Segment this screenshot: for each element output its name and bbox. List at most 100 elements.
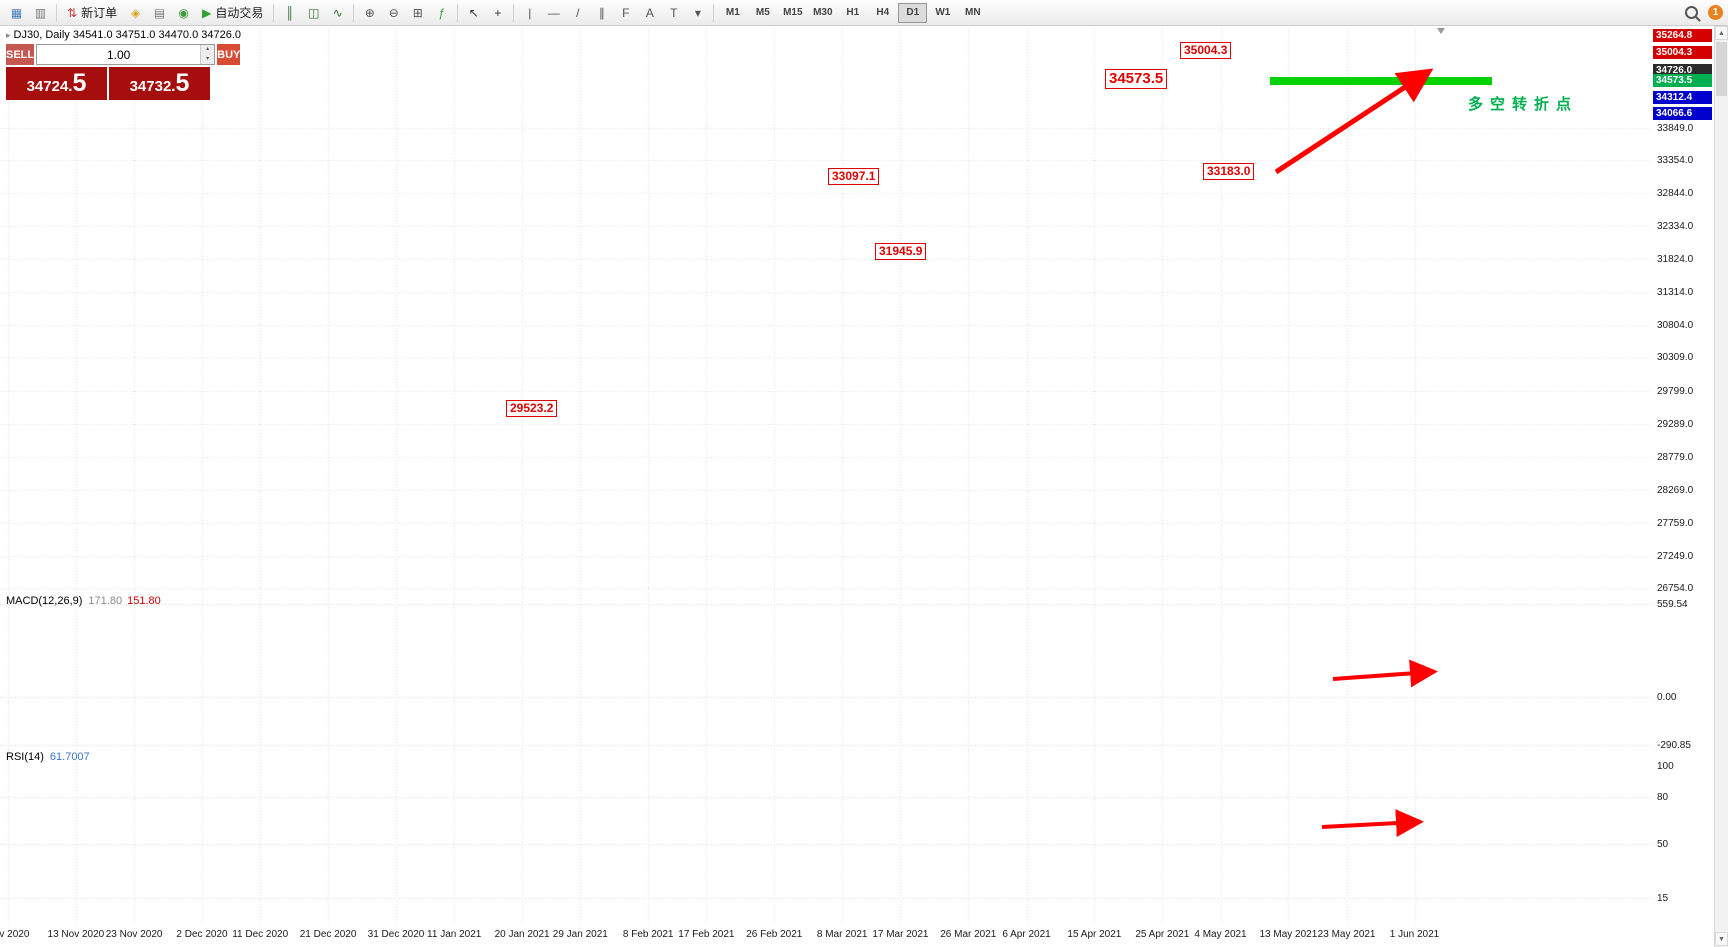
price-label-34573[interactable]: 34573.5 [1105,69,1168,89]
timeframe-H4[interactable]: H4 [876,7,890,18]
new-order-button[interactable]: ⇅ 新订单 [61,3,123,23]
panel-splitter-macd[interactable] [0,590,1713,594]
scrollbar-thumb[interactable] [1716,42,1727,96]
date-axis-label: 4 May 2021 [1194,929,1247,940]
autotrade-button-label: 自动交易 [215,6,264,20]
vertical-scrollbar[interactable]: ▲ ▼ [1714,26,1728,947]
date-axis-label: 29 Jan 2021 [552,929,608,940]
price-axis-label: 26754.0 [1657,583,1694,594]
buy-price-button[interactable]: 34732. 5 [109,67,210,100]
collapse-arrow-icon[interactable]: ▸ [6,30,11,40]
equidistant-channel-icon[interactable]: ∥ [598,5,605,20]
date-axis-label: 8 Mar 2021 [816,929,868,940]
rsi-axis-label: 50 [1657,838,1669,850]
volume-up-icon[interactable]: ▴ [201,45,215,55]
label-icon[interactable]: T [670,5,678,20]
profiles-icon[interactable]: ▥ [34,5,47,20]
trendline-icon[interactable]: / [576,5,580,20]
new-chart-icon[interactable]: ▦ [10,5,23,20]
shapes-dropdown-icon[interactable]: ▾ [694,5,701,20]
text-icon[interactable]: A [645,5,654,20]
candlestick-chart-icon[interactable]: ◫ [308,5,320,20]
macd-signal-value: 151.80 [127,595,161,607]
price-tag-35264.8: 35264.8 [1653,29,1712,42]
toolbar-separator [56,3,57,22]
search-icon [1685,6,1698,19]
price-axis-label: 29289.0 [1657,418,1694,430]
vertical-line-icon[interactable]: | [528,5,532,20]
date-axis-label: 11 Dec 2020 [232,929,289,940]
timeframe-H1[interactable]: H1 [846,7,860,18]
toolbar-separator [713,3,715,22]
volume-stepper[interactable]: ▴ ▾ [36,44,216,65]
timeframe-M30[interactable]: M30 [813,7,833,18]
price-axis-label: 28269.0 [1657,484,1694,496]
autotrade-button[interactable]: ▶ 自动交易 [196,3,269,23]
volume-spinner[interactable]: ▴ ▾ [200,45,215,64]
timeframe-M15[interactable]: M15 [783,7,803,18]
cursor-icon[interactable]: ↖ [468,5,479,20]
price-tag-34573.5: 34573.5 [1653,73,1712,87]
search-button[interactable] [1680,2,1703,24]
volume-input[interactable] [37,45,201,64]
bar-chart-icon[interactable]: ║ [285,5,295,20]
notification-badge[interactable]: 1 [1708,5,1723,20]
scroll-down-icon[interactable]: ▼ [1715,932,1728,946]
line-chart-icon[interactable]: ∿ [332,5,343,20]
rsi-axis-label: 80 [1657,792,1669,804]
rsi-value: 61.7007 [49,751,90,763]
toolbar-separator [513,3,515,22]
scroll-up-icon[interactable]: ▲ [1715,26,1728,40]
one-click-trading-panel: SELL ▴ ▾ BUY 34724.5 34732.5 [6,44,241,100]
price-axis[interactable]: 33849.0 33354.0 32844.0 32334.0 31824.0 31314… [1653,26,1713,925]
turning-point-text[interactable]: 多空转折点 [1468,96,1579,113]
metaeditor-icon[interactable]: ◈ [130,5,141,20]
macd-axis-label: -290.85 [1657,740,1691,752]
macd-name: MACD(12,26,9) [6,595,83,607]
zoom-in-icon[interactable]: ⊕ [364,5,375,20]
sell-button[interactable]: SELL [6,44,35,65]
timeframe-W1[interactable]: W1 [935,7,951,18]
horizontal-line-icon[interactable]: — [547,5,560,20]
macd-main-value: 171.80 [88,595,123,607]
rsi-indicator-label: RSI(14) 61.7007 [6,751,90,763]
price-label-35004[interactable]: 35004.3 [1180,42,1232,59]
panel-splitter-rsi[interactable] [0,746,1713,750]
date-axis-label: 20 Jan 2021 [494,929,550,940]
crosshair-icon[interactable]: + [494,5,502,20]
timeframe-D1[interactable]: D1 [898,2,928,23]
price-axis-label: 27759.0 [1657,517,1694,529]
price-tag-34066.6: 34066.6 [1653,106,1712,120]
buy-button[interactable]: BUY [217,44,241,65]
price-label-33097[interactable]: 33097.1 [828,168,880,185]
date-axis-label: 26 Mar 2021 [940,929,997,940]
buy-price-pip: 5 [175,69,190,97]
timeframe-M5[interactable]: M5 [755,7,770,18]
price-axis-label: 32844.0 [1657,188,1694,199]
support-zone-highlight[interactable] [1270,76,1492,85]
indicators-icon[interactable]: ƒ [438,5,446,20]
date-axis-label: 13 May 2021 [1259,929,1318,940]
rsi-axis-label: 100 [1657,761,1674,772]
volume-down-icon[interactable]: ▾ [201,54,215,64]
timeframe-M1[interactable]: M1 [725,7,740,18]
navigator-icon[interactable]: ◉ [178,5,189,20]
fibonacci-icon[interactable]: F [622,5,630,20]
price-label-29523[interactable]: 29523.2 [506,400,558,417]
sell-price-button[interactable]: 34724. 5 [6,67,107,100]
price-axis-label: 32334.0 [1657,221,1694,233]
date-axis-label: 23 Nov 2020 [105,929,163,940]
panel-splitter-dates[interactable] [0,923,1713,927]
timeframe-MN[interactable]: MN [965,7,981,18]
date-axis-label: 31 Dec 2020 [367,929,425,940]
zoom-out-icon[interactable]: ⊖ [388,5,399,20]
tile-windows-icon[interactable]: ⊞ [412,5,423,20]
price-label-33183[interactable]: 33183.0 [1203,163,1255,180]
chart-shift-marker[interactable] [1437,28,1445,34]
market-watch-icon[interactable]: ▤ [153,5,166,20]
date-axis-label: 17 Mar 2021 [872,929,929,940]
price-label-31945[interactable]: 31945.9 [875,243,927,260]
